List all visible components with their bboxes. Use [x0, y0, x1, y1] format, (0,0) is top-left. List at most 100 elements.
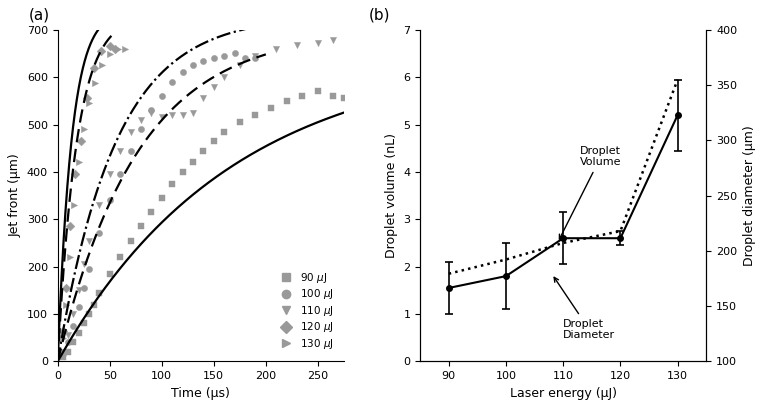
Point [60, 301, 72, 308]
Point [265, 105, 277, 111]
Point [114, 147, 126, 154]
Point [96, 48, 108, 54]
Point [156, 114, 168, 121]
Point [135, 117, 147, 123]
Point [249, 55, 261, 62]
Point [197, 147, 209, 154]
Point [312, 88, 324, 95]
Y-axis label: Droplet diameter (μm): Droplet diameter (μm) [743, 125, 756, 266]
Point [88, 301, 100, 308]
Point [187, 109, 199, 116]
Point [338, 95, 350, 102]
Point [218, 74, 230, 80]
Point [68, 202, 80, 208]
Point [119, 45, 131, 52]
Point [228, 50, 241, 57]
Point [83, 266, 95, 272]
Point [197, 95, 209, 102]
Point [296, 93, 309, 100]
Point [83, 100, 95, 106]
Point [187, 62, 199, 69]
Point [112, 45, 125, 52]
Point [75, 138, 87, 144]
Point [234, 62, 246, 69]
Point [78, 320, 90, 327]
Text: (b): (b) [368, 8, 390, 23]
Point [73, 159, 85, 166]
Point [312, 40, 324, 46]
Point [114, 254, 126, 260]
Point [70, 171, 82, 177]
X-axis label: Laser energy (μJ): Laser energy (μJ) [510, 387, 617, 400]
Point [187, 159, 199, 166]
Point [104, 171, 116, 177]
Point [166, 79, 178, 85]
Text: Droplet
Diameter: Droplet Diameter [554, 277, 615, 340]
Point [57, 349, 69, 355]
Point [280, 98, 293, 104]
Point [78, 285, 90, 291]
Point [67, 323, 79, 329]
Point [145, 209, 157, 215]
Point [81, 95, 93, 102]
Point [57, 327, 69, 334]
Point [125, 147, 137, 154]
Point [57, 353, 69, 360]
Text: Droplet
Volume: Droplet Volume [559, 146, 622, 239]
Point [108, 45, 121, 52]
Point [197, 57, 209, 64]
Point [156, 93, 168, 100]
Point [83, 311, 95, 317]
Point [78, 126, 90, 133]
Point [166, 180, 178, 187]
Y-axis label: Droplet volume (nL): Droplet volume (nL) [385, 133, 398, 258]
Point [89, 80, 102, 86]
Point [104, 197, 116, 204]
Point [145, 107, 157, 113]
Y-axis label: Jet front (μm): Jet front (μm) [8, 154, 21, 237]
Point [125, 237, 137, 244]
Point [135, 223, 147, 230]
Point [93, 289, 105, 296]
Point [64, 254, 76, 260]
Point [270, 45, 283, 52]
Point [62, 332, 74, 339]
Point [64, 223, 76, 230]
Point [249, 53, 261, 59]
Point [60, 285, 72, 291]
Point [73, 330, 85, 336]
Point [145, 109, 157, 116]
Text: (a): (a) [29, 8, 50, 23]
Point [218, 129, 230, 135]
Point [104, 271, 116, 277]
Point [104, 43, 116, 50]
Point [83, 237, 95, 244]
Point [176, 112, 189, 118]
Point [67, 339, 79, 346]
Point [156, 195, 168, 201]
Point [208, 138, 220, 144]
Point [62, 339, 74, 346]
Point [208, 83, 220, 90]
Point [234, 119, 246, 125]
Point [67, 311, 79, 317]
Point [291, 42, 303, 48]
Point [249, 112, 261, 118]
Legend: 90 $\mu$J, 100 $\mu$J, 110 $\mu$J, 120 $\mu$J, 130 $\mu$J: 90 $\mu$J, 100 $\mu$J, 110 $\mu$J, 120 $… [270, 265, 338, 356]
Point [73, 304, 85, 310]
Point [135, 126, 147, 133]
Point [96, 62, 108, 69]
Point [114, 171, 126, 177]
Point [78, 261, 90, 268]
Point [73, 287, 85, 294]
Point [166, 112, 178, 118]
Point [62, 349, 74, 355]
Point [208, 55, 220, 62]
Point [104, 51, 116, 58]
Point [176, 69, 189, 75]
Point [93, 230, 105, 237]
Point [57, 351, 69, 357]
Point [327, 93, 339, 100]
Point [239, 55, 251, 62]
X-axis label: Time (μs): Time (μs) [171, 387, 230, 400]
